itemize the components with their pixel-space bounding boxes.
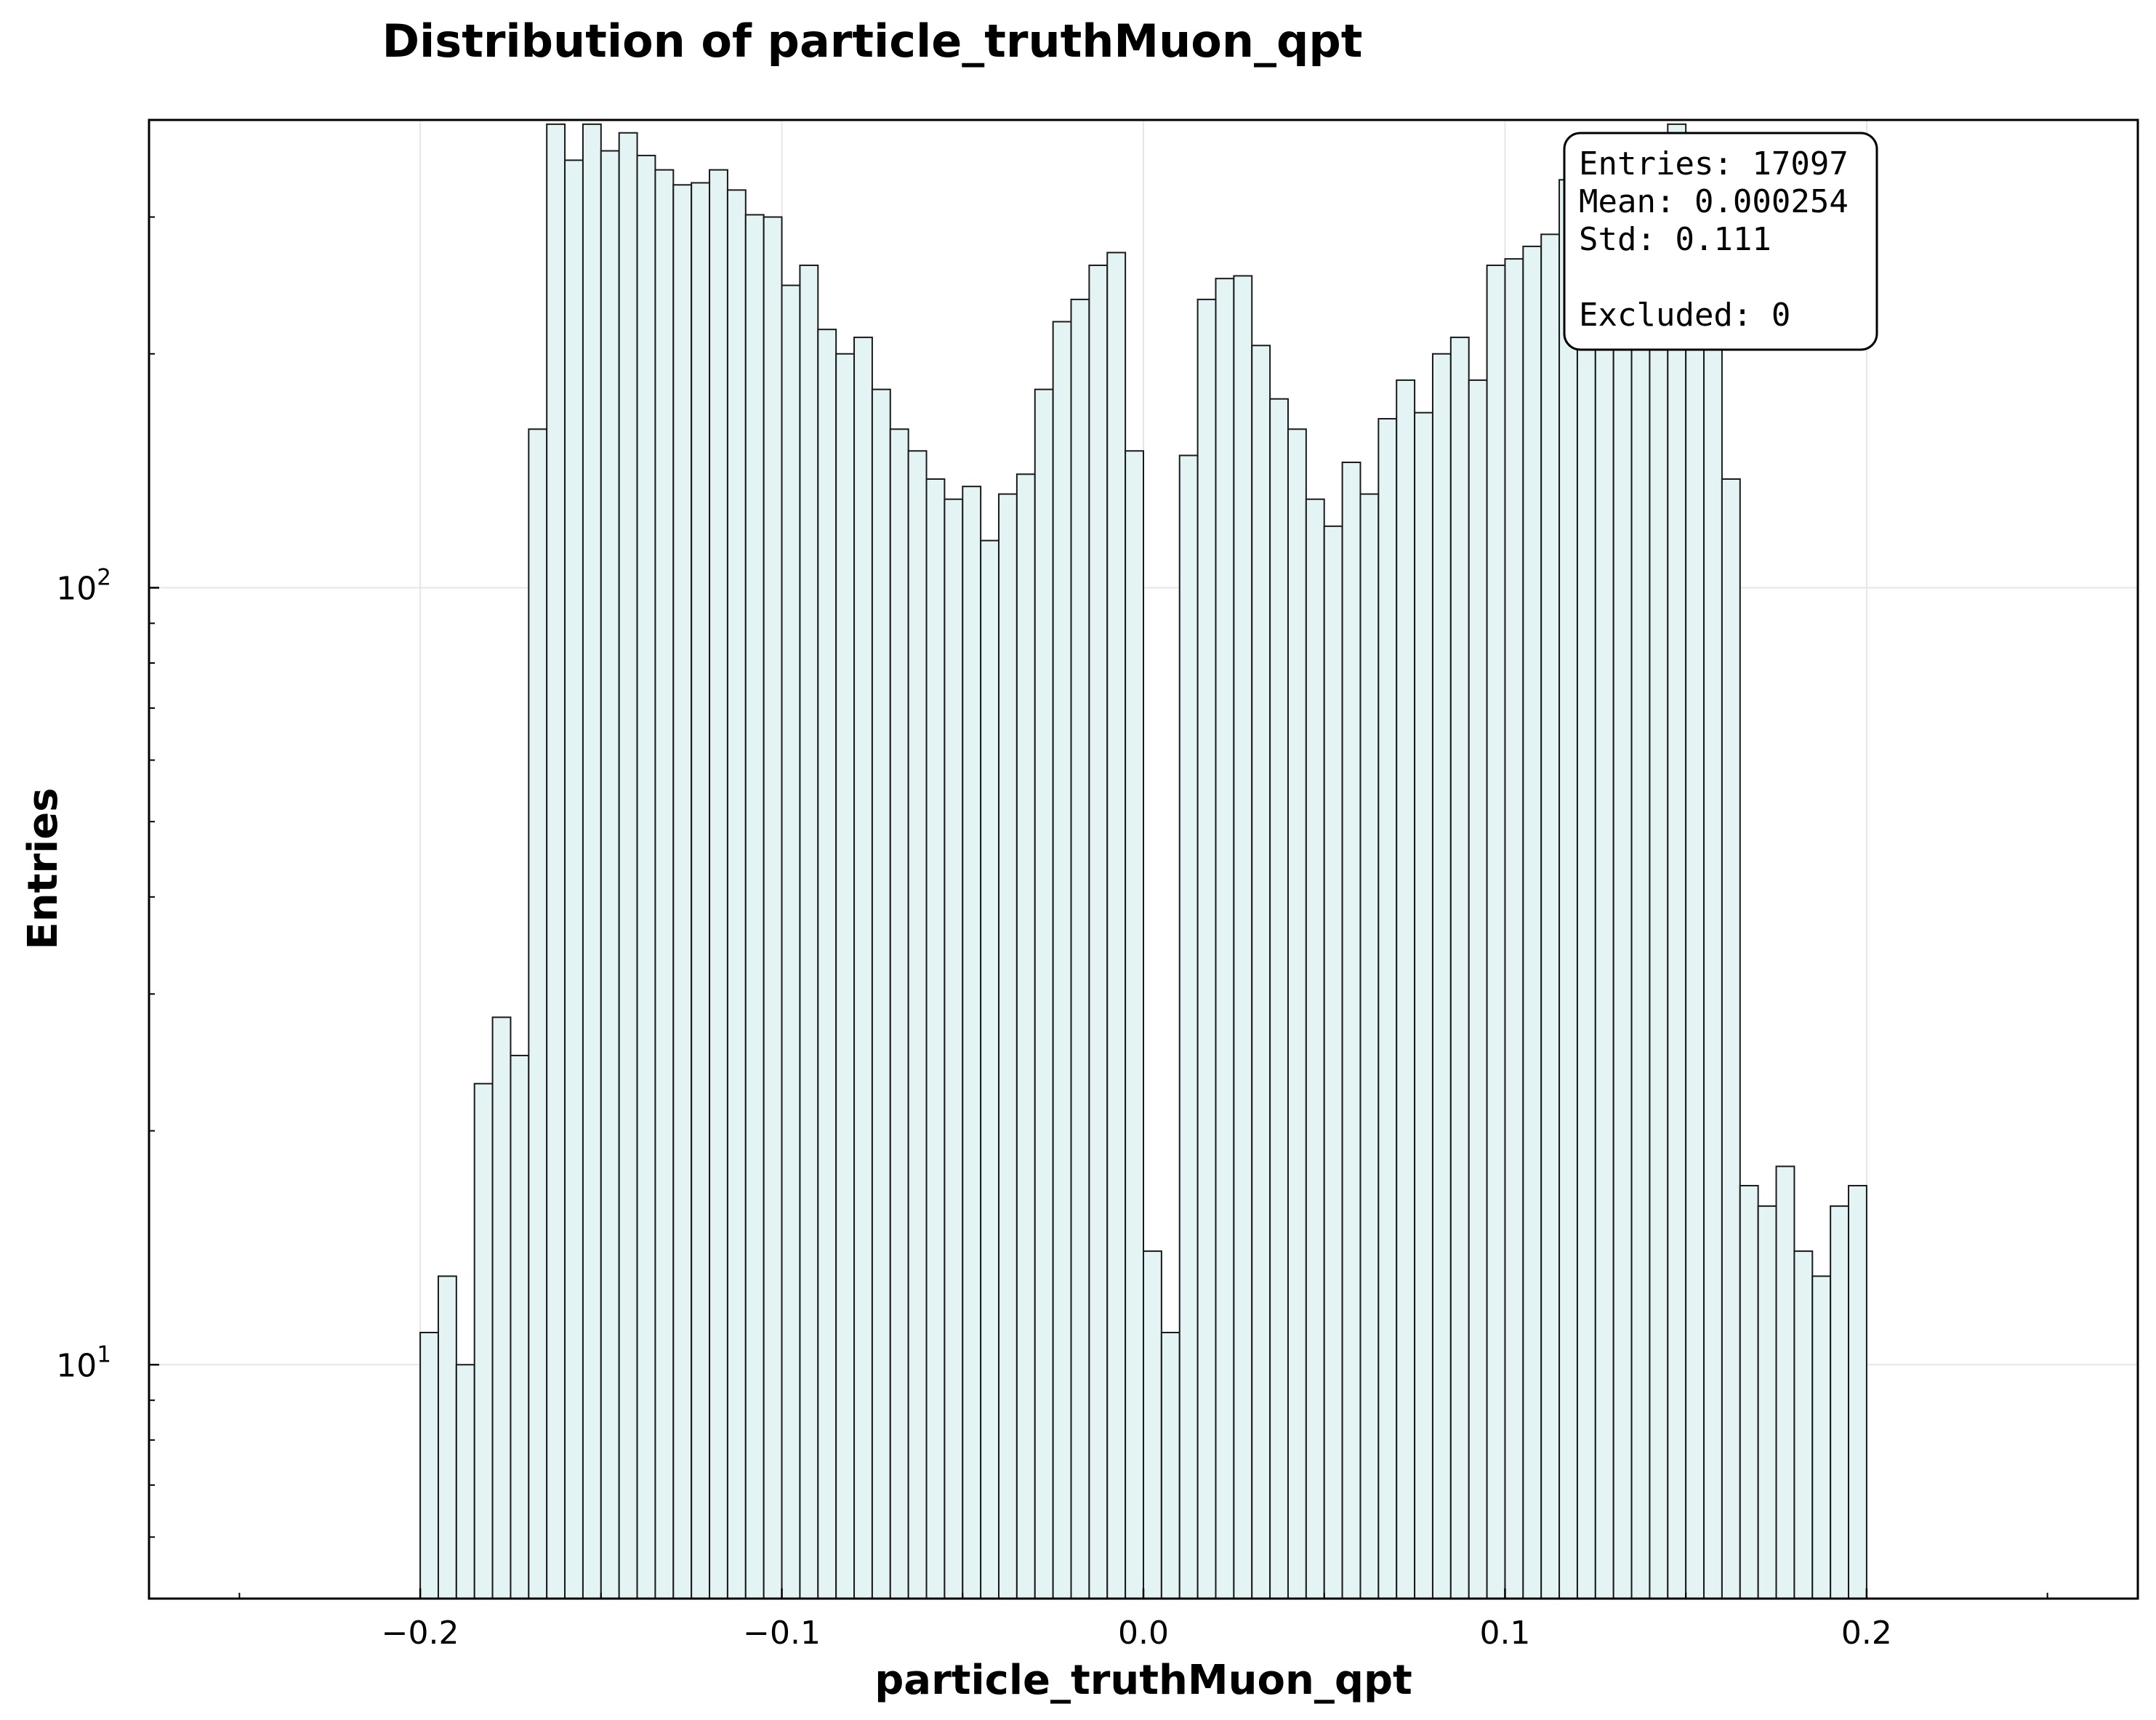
histogram-bar (491, 1016, 512, 1599)
histogram-bar (1468, 379, 1488, 1600)
histogram-bar (1160, 1332, 1180, 1599)
x-tick-label: 0.1 (1479, 1615, 1530, 1652)
histogram-bar (582, 123, 602, 1600)
histogram-bar (654, 169, 675, 1599)
histogram-bar (1504, 258, 1524, 1600)
histogram-bar (799, 264, 819, 1600)
histogram-bar (672, 184, 693, 1600)
histogram-bar (998, 493, 1018, 1599)
histogram-bar (473, 1082, 494, 1600)
histogram-bar (528, 428, 548, 1599)
y-tick-label: 101 (56, 1341, 111, 1384)
histogram-bar (618, 132, 638, 1599)
histogram-bar (546, 123, 566, 1600)
histogram-bar (1811, 1275, 1832, 1600)
histogram-bar (1305, 498, 1325, 1600)
histogram-bar (925, 478, 946, 1599)
histogram-bar (1612, 169, 1633, 1599)
histogram-bar (1721, 478, 1741, 1599)
stats-entries: Entries: 17097 (1579, 145, 1849, 182)
stats-box: Entries: 17097 Mean: 0.000254 Std: 0.111… (1563, 132, 1878, 351)
histogram-bar (1070, 298, 1090, 1600)
histogram-bar (1576, 194, 1596, 1599)
histogram-bar (1594, 184, 1614, 1600)
histogram-bar (980, 539, 1000, 1599)
y-axis-label: Entries (20, 787, 67, 949)
x-tick-label: 0.0 (1118, 1615, 1169, 1652)
histogram-bar (907, 450, 928, 1599)
histogram-bar (817, 329, 837, 1599)
histogram-bar (1106, 252, 1127, 1599)
stats-mean: Mean: 0.000254 (1579, 183, 1849, 220)
histogram-bar (1703, 174, 1723, 1600)
histogram-bar (1052, 321, 1072, 1599)
histogram-bar (1251, 345, 1271, 1599)
histogram-bar (1775, 1165, 1795, 1600)
histogram-bar (763, 216, 783, 1599)
histogram-bar (1558, 179, 1578, 1600)
histogram-bar (1377, 418, 1398, 1600)
histogram-bar (1215, 278, 1235, 1599)
histogram-bar (1143, 1250, 1162, 1599)
histogram-bar (691, 182, 711, 1599)
histogram-bar (455, 1364, 475, 1599)
histogram-bar (1287, 428, 1307, 1599)
chart-title: Distribution of particle_truthMuon_qpt (382, 15, 1363, 68)
histogram-bar (1034, 388, 1054, 1599)
histogram-bar (726, 189, 747, 1599)
stats-std: Std: 0.111 (1579, 221, 1771, 258)
histogram-bar (510, 1054, 530, 1599)
histogram-bar (1233, 275, 1253, 1600)
y-tick-label: 102 (56, 564, 111, 607)
histogram-bar (889, 428, 909, 1599)
histogram-bar (564, 159, 584, 1599)
histogram-bar (437, 1275, 457, 1600)
histogram-bar (1486, 264, 1506, 1600)
histogram-bar (1630, 164, 1651, 1600)
histogram-bar (1323, 525, 1343, 1600)
histogram-bar (1015, 473, 1036, 1599)
histogram-bar (871, 388, 891, 1599)
histogram-bar (835, 353, 856, 1599)
histogram-bar (1757, 1205, 1777, 1599)
histogram-bar (962, 486, 982, 1599)
histogram-bar (1649, 136, 1669, 1600)
histogram-bar (781, 284, 801, 1600)
x-axis-label: particle_truthMuon_qpt (874, 1657, 1412, 1704)
histogram-bar (1848, 1184, 1867, 1600)
histogram-bar (1667, 123, 1687, 1600)
histogram-bar (1396, 379, 1416, 1600)
histogram-bar (1341, 462, 1361, 1599)
histogram-bar (1359, 493, 1380, 1599)
stats-excluded: Excluded: 0 (1579, 297, 1790, 334)
histogram-bar (1685, 184, 1705, 1600)
histogram-bar (636, 154, 656, 1600)
histogram-bar (419, 1332, 439, 1599)
histogram-bar (1125, 450, 1145, 1599)
histogram-bar (1793, 1250, 1814, 1599)
histogram-bar (744, 214, 765, 1599)
histogram-bar (1431, 353, 1452, 1599)
stats-box-frame (1563, 132, 1878, 351)
histogram-bar (944, 498, 964, 1600)
axis-ticks: −0.2 −0.1 0.0 0.1 0.2 101 102 (56, 216, 2048, 1652)
histogram-bar (1449, 337, 1470, 1599)
histogram-bar (1522, 245, 1542, 1599)
histogram-bar (1269, 398, 1289, 1599)
histogram-bar (709, 169, 728, 1599)
plot-frame (148, 118, 2139, 1600)
histogram-bar (1088, 264, 1109, 1600)
histogram-bar (1739, 1184, 1759, 1600)
histogram-bar (1196, 298, 1217, 1600)
histogram-bar (1830, 1205, 1850, 1599)
x-tick-label: −0.1 (743, 1615, 821, 1652)
x-tick-label: −0.2 (382, 1615, 459, 1652)
histogram-bar (600, 150, 620, 1599)
x-tick-label: 0.2 (1841, 1615, 1892, 1652)
histogram-bar (1178, 454, 1199, 1599)
histogram-bar (1540, 233, 1561, 1599)
histogram-bar (853, 337, 873, 1599)
histogram-bar (1414, 411, 1433, 1599)
